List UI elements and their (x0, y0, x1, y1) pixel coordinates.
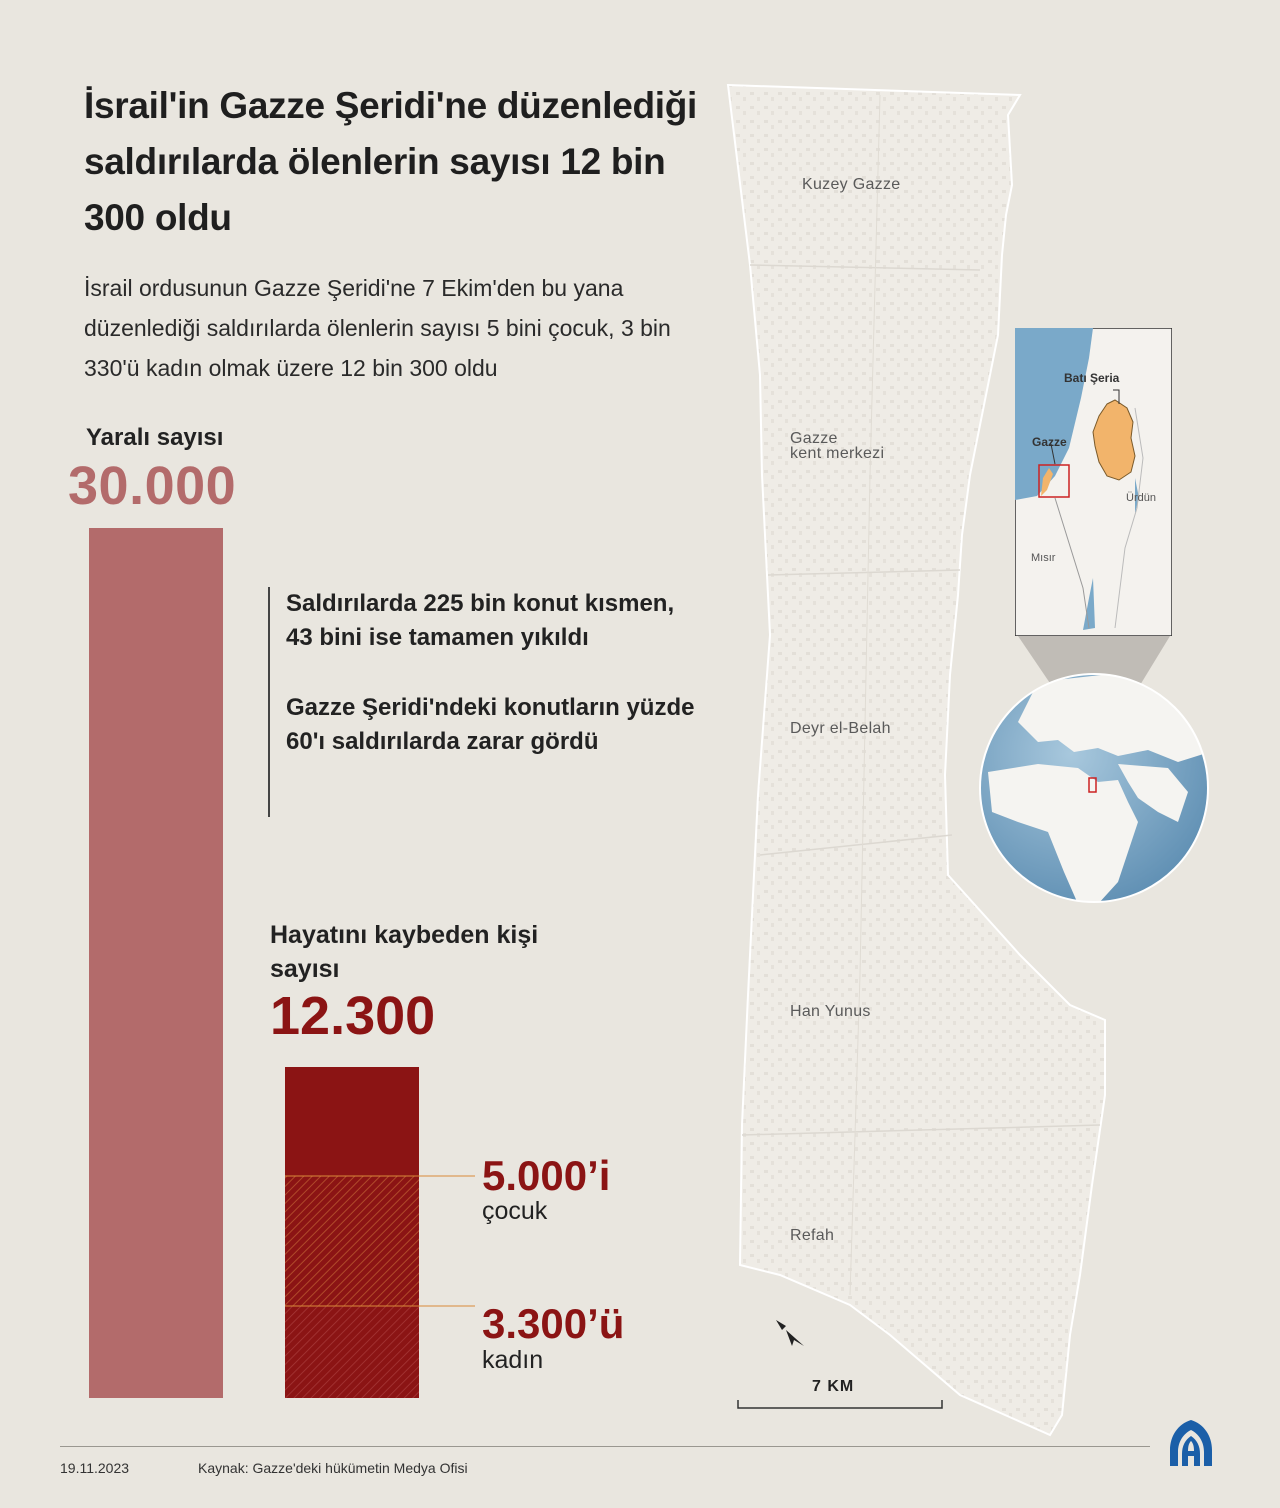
aa-logo (1170, 1420, 1212, 1466)
inset-label-gaza: Gazze (1032, 435, 1067, 449)
facts-block: Saldırılarda 225 bin konut kısmen, 43 bi… (268, 587, 706, 817)
dead-bar-women (285, 1306, 419, 1398)
injured-bar (89, 528, 223, 1398)
globe-icon (979, 673, 1209, 903)
fact-housing-damaged: Gazze Şeridi'ndeki konutların yüzde 60'ı… (286, 694, 695, 755)
fact-housing-destroyed: Saldırılarda 225 bin konut kısmen, 43 bi… (286, 590, 675, 651)
children-value: 5.000’i (482, 1152, 611, 1199)
inset-region-map (1015, 328, 1172, 636)
scale-bar (737, 1400, 943, 1409)
north-arrow-icon (776, 1320, 804, 1346)
inset-label-egypt: Mısır (1031, 552, 1056, 564)
page-title: İsrail'in Gazze Şeridi'ne düzenlediği sa… (84, 85, 698, 238)
scale-label: 7 KM (812, 1378, 855, 1395)
dead-value: 12.300 (270, 986, 436, 1046)
inset-label-west-bank: Batı Şeria (1064, 371, 1120, 385)
map-label-gaza-city-line2: kent merkezi (790, 445, 885, 462)
injured-value: 30.000 (68, 456, 237, 516)
map-label-khan-yunis: Han Yunus (790, 1003, 871, 1020)
page-subtitle: İsrail ordusunun Gazze Şeridi'ne 7 Ekim'… (84, 275, 671, 381)
map-label-rafah: Refah (790, 1227, 835, 1244)
dead-bar (285, 1067, 419, 1398)
dead-label: Hayatını kaybeden kişi sayısı (270, 921, 539, 983)
injured-label: Yaralı sayısı (86, 424, 224, 451)
dead-bar-children (285, 1176, 419, 1306)
map-label-gaza-city-line1: Gazze (790, 430, 838, 447)
footer-date: 19.11.2023 (60, 1460, 130, 1476)
map-label-north-gaza: Kuzey Gazze (802, 176, 901, 193)
footer-divider (60, 1446, 1150, 1447)
women-label: kadın (482, 1346, 544, 1374)
children-label: çocuk (482, 1197, 548, 1225)
inset-label-jordan: Ürdün (1126, 492, 1156, 504)
map-label-deir-al-balah: Deyr el-Belah (790, 720, 891, 737)
map-label-gaza-city: Gazze kent merkezi (790, 430, 885, 462)
segment-connectors (285, 1175, 475, 1307)
women-value: 3.300’ü (482, 1300, 625, 1347)
footer-source: Kaynak: Gazze'deki hükümetin Medya Ofisi (198, 1460, 468, 1476)
dead-bar-other (285, 1067, 419, 1176)
gaza-strip-map (726, 83, 1106, 1437)
